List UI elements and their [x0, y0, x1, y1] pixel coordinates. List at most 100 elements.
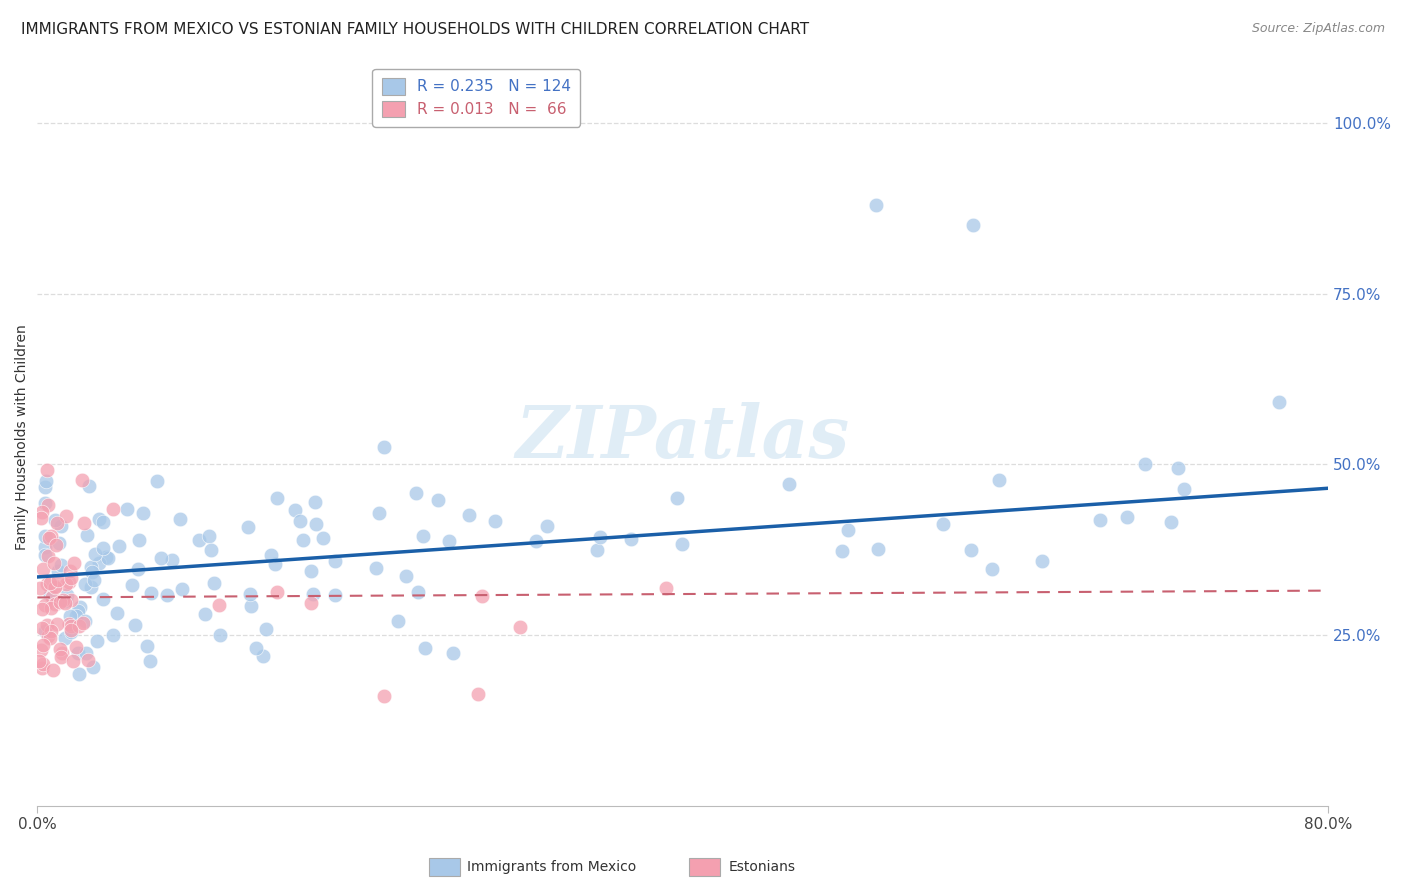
Point: [49, 641, 72, 656]
Y-axis label: Family Households with Children: Family Households with Children: [15, 324, 30, 550]
Point: [387, 614, 409, 628]
Point: [252, 649, 274, 664]
Point: [51, 646, 73, 660]
Point: [305, 516, 328, 531]
Point: [471, 590, 494, 604]
Point: [73, 576, 96, 591]
Point: [56, 588, 79, 602]
Point: [406, 585, 429, 599]
Point: [121, 578, 143, 592]
Point: [101, 628, 124, 642]
Point: [197, 529, 219, 543]
Point: [62, 654, 84, 668]
Point: [266, 584, 288, 599]
Point: [323, 588, 346, 602]
Point: [290, 515, 312, 529]
Point: [373, 441, 395, 455]
Point: [35, 474, 58, 488]
Point: [52, 592, 75, 607]
Text: Immigrants from Mexico: Immigrants from Mexico: [467, 860, 636, 874]
Point: [671, 537, 693, 551]
Point: [65, 640, 87, 654]
Point: [45, 516, 67, 530]
Point: [284, 503, 307, 517]
Point: [31, 562, 53, 576]
Point: [149, 550, 172, 565]
Point: [65, 609, 87, 624]
Point: [194, 607, 217, 621]
Point: [34, 598, 56, 612]
Point: [91, 515, 114, 529]
Point: [263, 558, 285, 572]
Point: [49, 650, 72, 665]
Point: [37, 549, 59, 563]
Point: [202, 576, 225, 591]
Point: [37, 463, 59, 477]
Point: [31, 602, 53, 616]
Point: [304, 495, 326, 509]
Point: [524, 533, 547, 548]
Point: [34, 529, 56, 543]
Point: [509, 620, 531, 634]
Point: [437, 534, 460, 549]
Point: [53, 596, 76, 610]
Point: [62, 556, 84, 570]
Point: [28, 654, 51, 668]
Point: [373, 689, 395, 703]
Point: [55, 594, 77, 608]
Point: [30, 643, 52, 657]
Point: [39, 601, 62, 615]
Point: [80, 559, 103, 574]
Point: [960, 543, 983, 558]
Point: [44, 513, 66, 527]
Point: [236, 520, 259, 534]
Point: [124, 618, 146, 632]
Text: Source: ZipAtlas.com: Source: ZipAtlas.com: [1251, 22, 1385, 36]
Point: [59, 625, 82, 640]
Point: [323, 554, 346, 568]
Point: [34, 624, 56, 639]
Point: [139, 654, 162, 668]
Point: [53, 631, 76, 645]
Point: [132, 506, 155, 520]
Point: [82, 660, 104, 674]
Point: [156, 588, 179, 602]
Point: [1116, 510, 1139, 524]
Point: [589, 530, 612, 544]
Point: [413, 641, 436, 656]
Point: [865, 198, 887, 212]
Point: [39, 631, 62, 645]
Point: [1268, 395, 1291, 409]
Point: [44, 597, 66, 611]
Point: [44, 579, 66, 593]
Point: [46, 564, 69, 578]
Point: [127, 562, 149, 576]
Point: [34, 480, 56, 494]
Point: [932, 517, 955, 532]
Point: [41, 590, 63, 604]
Point: [1031, 554, 1053, 568]
Point: [30, 511, 52, 525]
Point: [67, 618, 90, 632]
Point: [441, 646, 464, 660]
Point: [32, 638, 55, 652]
Point: [80, 566, 103, 580]
Point: [208, 627, 231, 641]
Point: [34, 541, 56, 555]
Point: [67, 667, 90, 681]
Point: [170, 582, 193, 596]
Point: [75, 646, 97, 660]
Point: [981, 562, 1004, 576]
Point: [59, 564, 82, 578]
Point: [45, 538, 67, 552]
Point: [200, 542, 222, 557]
Point: [831, 544, 853, 558]
Text: IMMIGRANTS FROM MEXICO VS ESTONIAN FAMILY HOUSEHOLDS WITH CHILDREN CORRELATION C: IMMIGRANTS FROM MEXICO VS ESTONIAN FAMIL…: [21, 22, 810, 37]
Point: [60, 571, 83, 585]
Point: [103, 501, 125, 516]
Point: [72, 473, 94, 487]
Text: ZIPatlas: ZIPatlas: [516, 401, 849, 473]
Point: [55, 576, 77, 591]
Point: [42, 663, 65, 677]
Point: [87, 557, 110, 571]
